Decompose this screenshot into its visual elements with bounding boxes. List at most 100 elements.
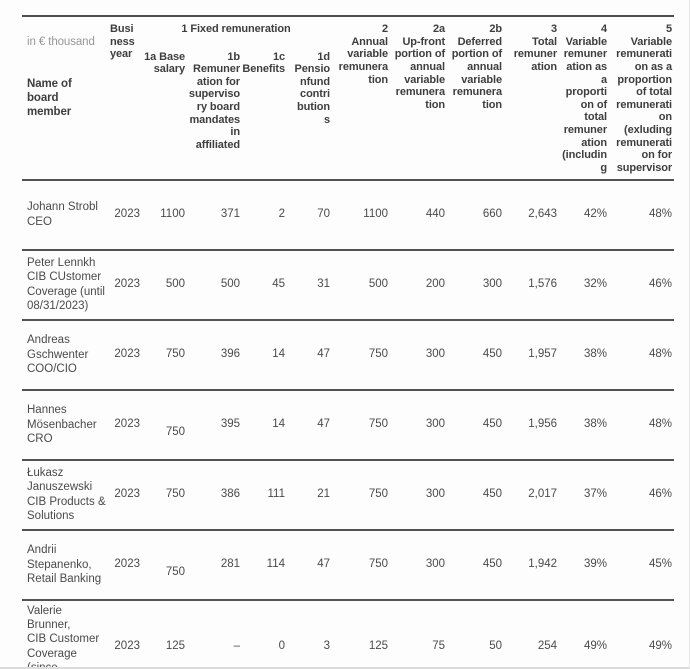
variable-pct-excl-cell: 48% <box>648 348 673 361</box>
deferred-portion-cell: 450 <box>482 488 503 501</box>
col-header-1b-supervisory: 1b Remuner ation for superviso ry board … <box>188 50 240 151</box>
business-year-cell: 2023 <box>114 640 140 653</box>
pension-fund-cell: 21 <box>317 488 331 501</box>
member-name-cell: Andreas Gschwenter COO/CIO <box>27 334 89 375</box>
table-row-andrii-stepanenko: Andrii Stepanenko, Retail Banking 2023 7… <box>22 529 675 600</box>
name-header-cell: in € thousand Name of board member <box>22 16 110 180</box>
variable-pct-incl-cell: 49% <box>583 640 608 653</box>
supervisory-remuneration-cell: 371 <box>220 208 240 221</box>
col-header-1a-base-salary: 1a Base salary <box>144 50 185 76</box>
col-header-3-total: 3 Total remuner ation <box>513 23 558 73</box>
supervisory-remuneration-cell: 396 <box>220 348 240 361</box>
supervisory-remuneration-cell: 395 <box>220 418 240 431</box>
upfront-portion-cell: 300 <box>425 348 446 361</box>
deferred-portion-cell: 450 <box>482 348 503 361</box>
variable-pct-excl-cell: 49% <box>648 640 673 653</box>
deferred-portion-cell: 660 <box>482 208 503 221</box>
base-salary-cell: 750 <box>165 348 185 361</box>
unit-label: in € thousand <box>27 35 95 48</box>
business-year-cell: 2023 <box>114 558 140 571</box>
total-remuneration-cell: 1,576 <box>528 278 558 291</box>
pension-fund-cell: 47 <box>317 418 331 431</box>
annual-variable-cell: 125 <box>368 640 389 653</box>
deferred-portion-cell: 450 <box>482 558 503 571</box>
benefits-cell: 0 <box>278 640 285 653</box>
variable-pct-excl-cell: 46% <box>648 278 673 291</box>
base-salary-cell: 1100 <box>160 208 185 221</box>
pension-fund-cell: 31 <box>317 278 331 291</box>
total-remuneration-cell: 2,017 <box>528 488 558 501</box>
business-year-cell: 2023 <box>114 488 140 501</box>
variable-pct-incl-cell: 38% <box>583 348 608 361</box>
fixed-remuneration-group-header: 1 Fixed remuneration <box>181 23 291 35</box>
upfront-portion-cell: 300 <box>425 558 446 571</box>
pension-fund-cell: 70 <box>317 208 331 221</box>
name-of-board-member-label: Name of board member <box>27 77 72 118</box>
table-row-hannes-moesenbacher: Hannes Mösenbacher CRO 2023 750 395 14 4… <box>22 389 675 460</box>
col-header-1c-benefits: 1c Benefits <box>242 50 285 76</box>
variable-pct-incl-cell: 42% <box>583 208 608 221</box>
business-year-cell: 2023 <box>114 348 140 361</box>
annual-variable-cell: 750 <box>368 558 389 571</box>
col-header-2-annual-variable: 2 Annual variable remunera tion <box>338 23 389 86</box>
upfront-portion-cell: 300 <box>425 418 446 431</box>
total-remuneration-cell: 254 <box>537 640 558 653</box>
member-name-cell: Peter Lennkh CIB CUstomer Coverage (unti… <box>27 257 105 312</box>
supervisory-remuneration-cell: 281 <box>220 558 240 571</box>
annual-variable-cell: 500 <box>368 278 389 291</box>
pension-fund-cell: 3 <box>323 640 331 653</box>
deferred-portion-cell: 50 <box>489 640 503 653</box>
business-year-cell: 2023 <box>114 278 140 291</box>
member-name-cell: Andrii Stepanenko, Retail Banking <box>27 544 102 585</box>
business-year-cell: 2023 <box>114 208 140 221</box>
col-header-2b-deferred: 2b Deferred portion of annual variable r… <box>451 23 503 111</box>
base-salary-cell: 125 <box>165 640 185 653</box>
variable-pct-incl-cell: 39% <box>583 558 608 571</box>
business-year-header: Busi ness year <box>110 23 135 61</box>
annual-variable-cell: 750 <box>368 348 389 361</box>
variable-pct-excl-cell: 45% <box>648 558 673 571</box>
benefits-cell: 14 <box>272 418 285 431</box>
total-remuneration-cell: 1,956 <box>528 418 558 431</box>
annual-variable-cell: 1100 <box>363 208 389 221</box>
business-year-cell: 2023 <box>114 418 140 431</box>
board-remuneration-table: in € thousand Name of board member Busi … <box>22 15 675 669</box>
benefits-cell: 114 <box>266 558 285 571</box>
annual-variable-cell: 750 <box>368 488 389 501</box>
variable-pct-incl-cell: 32% <box>583 278 608 291</box>
table-row-andreas-gschwenter: Andreas Gschwenter COO/CIO 2023 750 396 … <box>22 319 675 390</box>
member-name-cell: Hannes Mösenbacher CRO <box>27 404 97 445</box>
base-salary-cell: 750 <box>165 488 185 501</box>
table-row-johann-strobl: Johann Strobl CEO 2023 1100 371 2 70 110… <box>22 179 675 250</box>
total-remuneration-cell: 1,942 <box>528 558 558 571</box>
supervisory-remuneration-cell: 386 <box>220 488 240 501</box>
supervisory-remuneration-cell: – <box>233 640 240 653</box>
annual-variable-cell: 750 <box>368 418 389 431</box>
total-remuneration-cell: 2,643 <box>528 208 558 221</box>
variable-pct-incl-cell: 37% <box>583 488 608 501</box>
base-salary-value: 750 <box>165 426 185 439</box>
deferred-portion-cell: 450 <box>482 418 503 431</box>
upfront-portion-cell: 300 <box>425 488 446 501</box>
table-row-peter-lennkh: Peter Lennkh CIB CUstomer Coverage (unti… <box>22 249 675 320</box>
base-salary-cell: 750 <box>142 390 187 460</box>
variable-pct-incl-cell: 38% <box>583 418 608 431</box>
upfront-portion-cell: 200 <box>425 278 446 291</box>
benefits-cell: 2 <box>278 208 285 221</box>
benefits-cell: 14 <box>272 348 285 361</box>
member-name-cell: Łukasz Januszewski CIB Products & Soluti… <box>27 467 106 522</box>
benefits-cell: 111 <box>267 488 285 501</box>
variable-pct-excl-cell: 46% <box>648 488 673 501</box>
base-salary-value: 750 <box>165 566 185 579</box>
table-row-valerie-brunner: Valerie Brunner, CIB Customer Coverage (… <box>22 599 675 669</box>
col-header-1d-pension: 1d Pensio nfund contri bution s <box>294 50 331 126</box>
member-name-cell: Valerie Brunner, CIB Customer Coverage (… <box>27 604 100 669</box>
col-header-4-variable-incl: 4 Variable remuner ation as a proporti o… <box>562 23 608 175</box>
col-header-2a-upfront: 2a Up-front portion of annual variable r… <box>394 23 446 111</box>
supervisory-remuneration-cell: 500 <box>220 278 240 291</box>
base-salary-cell: 500 <box>165 278 185 291</box>
deferred-portion-cell: 300 <box>482 278 503 291</box>
table-header: in € thousand Name of board member Busi … <box>22 16 674 180</box>
total-remuneration-cell: 1,957 <box>528 348 558 361</box>
